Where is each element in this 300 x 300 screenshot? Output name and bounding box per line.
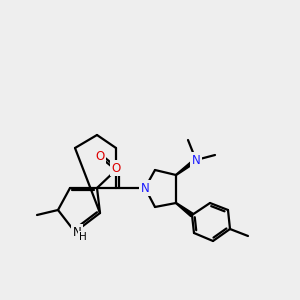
Polygon shape [176,202,193,217]
Text: O: O [111,161,121,175]
Text: N: N [141,182,149,194]
Text: H: H [79,232,87,242]
Text: N: N [73,226,81,238]
Text: N: N [192,154,200,166]
Text: O: O [95,151,105,164]
Polygon shape [176,158,197,176]
